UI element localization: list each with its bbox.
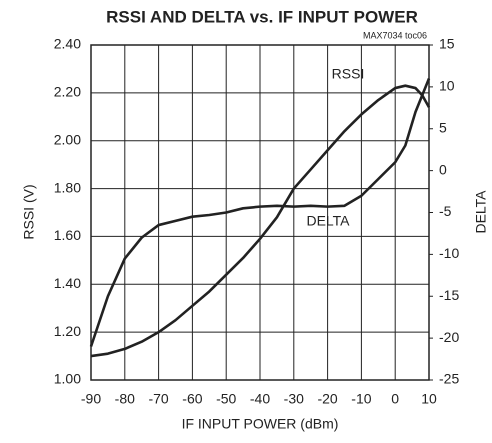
y2-tick-label: -15	[439, 287, 459, 303]
y-tick-label: 1.00	[54, 371, 81, 387]
x-tick-label: 0	[391, 391, 399, 407]
x-tick-label: -50	[216, 391, 236, 407]
y-tick-label: 1.60	[54, 227, 81, 243]
x-tick-label: 10	[421, 391, 437, 407]
y2-tick-label: -25	[439, 371, 459, 387]
series-label: DELTA	[306, 213, 350, 229]
x-tick-label: -70	[148, 391, 168, 407]
y-tick-label: 2.40	[54, 36, 81, 52]
y2-tick-label: -5	[439, 203, 452, 219]
series-label: RSSI	[332, 66, 365, 82]
x-tick-label: -80	[115, 391, 135, 407]
x-tick-label: -30	[284, 391, 304, 407]
y-tick-label: 2.00	[54, 131, 81, 147]
y2-tick-label: -20	[439, 329, 459, 345]
y2-tick-label: 10	[439, 78, 455, 94]
plot-frame	[90, 44, 430, 381]
annotation: MAX7034 toc06	[363, 30, 427, 40]
line-series	[89, 78, 431, 347]
x-tick-label: -60	[182, 391, 202, 407]
x-tick-label: -20	[317, 391, 337, 407]
x-tick-label: -10	[351, 391, 371, 407]
x-tick-label: -90	[81, 391, 101, 407]
y-tick-label: 1.80	[54, 179, 81, 195]
y2-tick-label: 0	[439, 161, 447, 177]
y2-axis-label: DELTA	[473, 190, 489, 234]
chart-title: RSSI AND DELTA vs. IF INPUT POWER	[106, 7, 418, 26]
y-tick-label: 2.20	[54, 84, 81, 100]
y-axis-label: RSSI (V)	[21, 184, 37, 239]
x-axis-label: IF INPUT POWER (dBm)	[182, 416, 339, 432]
y2-tick-label: -10	[439, 245, 459, 261]
y-tick-label: 1.40	[54, 275, 81, 291]
y2-tick-label: 15	[439, 36, 455, 52]
y2-tick-label: 5	[439, 119, 447, 135]
x-tick-label: -40	[250, 391, 270, 407]
y-tick-label: 1.20	[54, 323, 81, 339]
line-series	[90, 84, 431, 358]
